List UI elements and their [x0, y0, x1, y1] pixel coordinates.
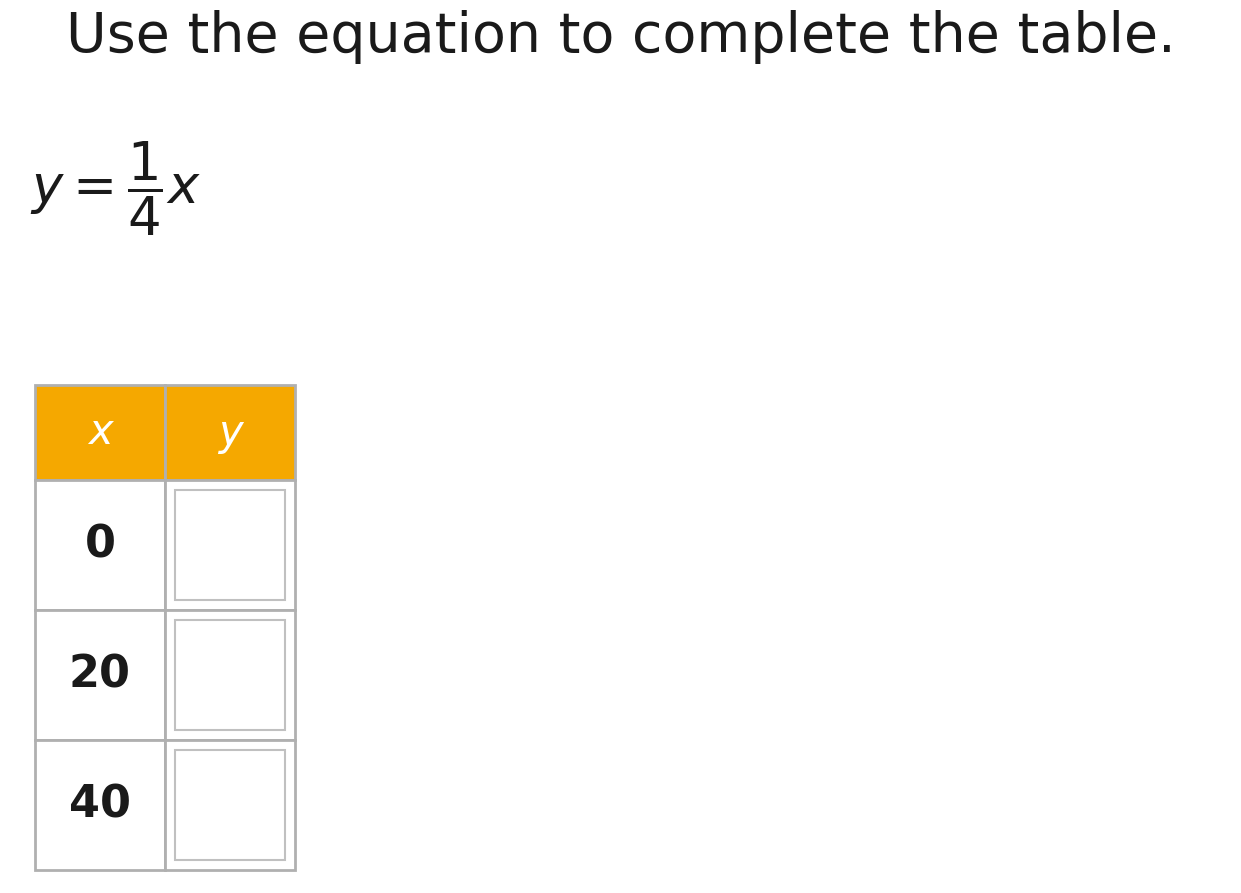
Bar — [175, 750, 285, 860]
Text: y: y — [217, 412, 242, 454]
Bar — [175, 490, 285, 600]
Bar — [165, 385, 295, 480]
Bar — [35, 385, 165, 480]
Bar — [35, 740, 165, 870]
Bar — [165, 610, 295, 740]
Text: 0: 0 — [84, 523, 115, 566]
Text: Use the equation to complete the table.: Use the equation to complete the table. — [66, 10, 1175, 64]
Bar — [35, 480, 165, 610]
Bar — [165, 480, 295, 610]
Bar — [35, 610, 165, 740]
Bar — [175, 620, 285, 730]
Text: 40: 40 — [69, 783, 132, 827]
Bar — [165, 740, 295, 870]
Text: 20: 20 — [69, 654, 132, 697]
Text: x: x — [88, 412, 113, 454]
Text: $y = \dfrac{1}{4}x$: $y = \dfrac{1}{4}x$ — [30, 140, 201, 238]
